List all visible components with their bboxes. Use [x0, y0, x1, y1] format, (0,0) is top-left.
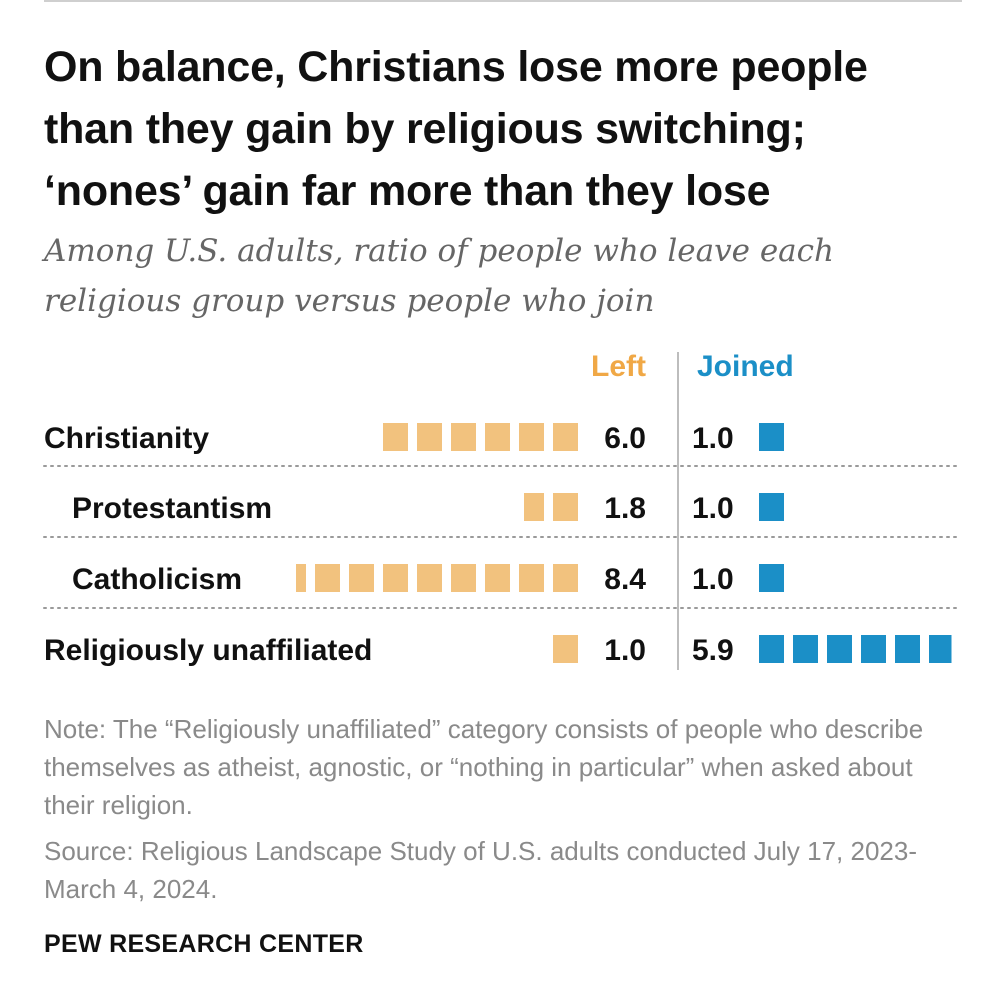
left-bar-square: [553, 423, 578, 451]
joined-bar-square: [861, 635, 886, 663]
left-bar-square: [349, 564, 374, 592]
legend-joined: Joined: [697, 350, 794, 383]
joined-bar-square: [827, 635, 852, 663]
left-value-label: 1.0: [604, 634, 646, 667]
left-bar-square: [553, 564, 578, 592]
left-bar-square: [383, 423, 408, 451]
left-bar-square: [451, 423, 476, 451]
left-bar-square: [553, 493, 578, 521]
category-label: Christianity: [44, 422, 209, 455]
left-value-label: 1.8: [604, 492, 646, 525]
left-bar-square: [519, 423, 544, 451]
joined-value-label: 5.9: [692, 634, 734, 667]
left-bar-square: [417, 564, 442, 592]
top-rule: [44, 0, 962, 2]
category-label: Catholicism: [72, 563, 242, 596]
joined-value-label: 1.0: [692, 492, 734, 525]
chart-note: Note: The “Religiously unaffiliated” cat…: [44, 714, 924, 820]
left-bar-square: [485, 564, 510, 592]
joined-bar-square: [929, 635, 952, 663]
left-bar-square: [296, 564, 306, 592]
left-bar-square: [519, 564, 544, 592]
left-bar-square: [553, 635, 578, 663]
chart-source: Source: Religious Landscape Study of U.S…: [44, 836, 917, 904]
joined-bar-square: [759, 423, 784, 451]
left-bar-square: [383, 564, 408, 592]
left-value-label: 8.4: [604, 563, 646, 596]
left-value-label: 6.0: [604, 422, 646, 455]
joined-value-label: 1.0: [692, 422, 734, 455]
category-label: Religiously unaffiliated: [44, 634, 372, 667]
left-bar-square: [451, 564, 476, 592]
joined-bar-square: [759, 564, 784, 592]
joined-bar-square: [759, 493, 784, 521]
category-label: Protestantism: [72, 492, 272, 525]
left-bar-square: [315, 564, 340, 592]
joined-bar-square: [895, 635, 920, 663]
chart: Left Joined Christianity 6.0 1.0 Protestantis…: [43, 350, 961, 670]
joined-bar-square: [759, 635, 784, 663]
chart-title: On balance, Christians lose more people …: [44, 43, 868, 215]
joined-bar-square: [793, 635, 818, 663]
left-bar-square: [524, 493, 544, 521]
left-bar-square: [417, 423, 442, 451]
legend-left: Left: [591, 350, 646, 383]
chart-subtitle: Among U.S. adults, ratio of people who l…: [44, 233, 834, 319]
brand-name: PEW RESEARCH CENTER: [44, 930, 364, 958]
left-bar-square: [485, 423, 510, 451]
joined-value-label: 1.0: [692, 563, 734, 596]
